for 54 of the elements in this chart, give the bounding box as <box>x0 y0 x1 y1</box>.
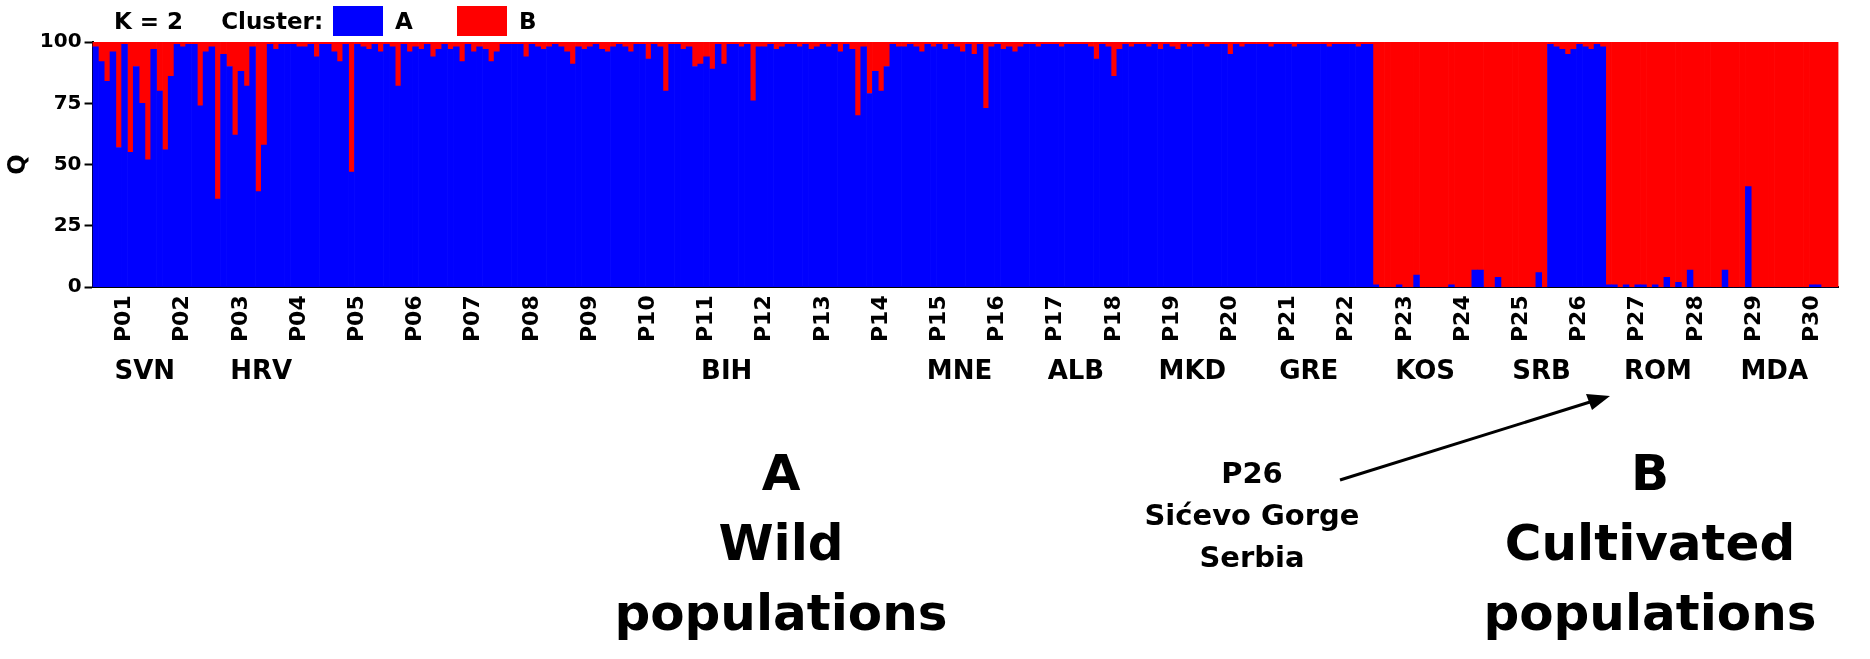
x-tick-label: P19 <box>1157 295 1183 343</box>
x-tick-label: P01 <box>110 295 136 343</box>
x-tick-label: P23 <box>1390 295 1416 343</box>
legend-label: A <box>395 8 413 34</box>
x-tick-label: P26 <box>1565 295 1591 343</box>
y-tick-label: 75 <box>53 89 82 114</box>
x-tick-label: P11 <box>692 295 718 343</box>
text: P26 Sićevo Gorge Serbia <box>1144 455 1360 576</box>
text: SVN <box>114 355 176 385</box>
x-tick-label: P07 <box>459 295 485 343</box>
x-tick-label: P21 <box>1274 295 1300 343</box>
x-tick-label: P29 <box>1739 295 1765 343</box>
text: MKD <box>1158 355 1227 385</box>
y-tick-label: 100 <box>39 28 82 53</box>
x-tick-label: P17 <box>1041 295 1067 343</box>
x-tick-label: P13 <box>808 295 834 343</box>
text: BIH <box>701 355 753 385</box>
x-tick-label: P24 <box>1448 295 1474 343</box>
y-tick-label: 0 <box>67 273 82 298</box>
legend-title: Cluster: <box>221 8 324 34</box>
chart-title: K = 2 <box>114 8 184 34</box>
x-tick-label: P20 <box>1216 295 1242 343</box>
x-tick-label: P12 <box>750 295 776 343</box>
x-tick-label: P05 <box>343 295 369 343</box>
text: GRE <box>1279 355 1339 385</box>
x-tick-label: P30 <box>1798 295 1824 343</box>
text: B Cultivated populations <box>1483 443 1817 644</box>
x-tick-label: P15 <box>925 295 951 343</box>
x-tick-label: P03 <box>226 295 252 343</box>
y-axis-title: Q <box>2 154 31 175</box>
text: KOS <box>1395 355 1455 385</box>
y-tick-label: 50 <box>53 150 82 175</box>
text: A Wild populations <box>614 443 948 644</box>
text: MDA <box>1740 355 1809 385</box>
y-tick-label: 25 <box>53 212 82 237</box>
text: ALB <box>1047 355 1105 385</box>
x-tick-label: P27 <box>1623 295 1649 343</box>
text: ROM <box>1623 355 1692 385</box>
x-tick-label: P28 <box>1681 295 1707 343</box>
x-tick-label: P22 <box>1332 295 1358 343</box>
text: HRV <box>230 355 293 385</box>
x-tick-label: P10 <box>634 295 660 343</box>
x-tick-label: P08 <box>517 295 543 343</box>
x-tick-label: P02 <box>168 295 194 343</box>
x-tick-label: P25 <box>1507 295 1533 343</box>
x-tick-label: P06 <box>401 295 427 343</box>
text: SRB <box>1512 355 1571 385</box>
x-tick-label: P04 <box>284 295 310 343</box>
legend-label: B <box>518 8 537 34</box>
x-tick-label: P14 <box>866 295 892 343</box>
x-tick-label: P18 <box>1099 295 1125 343</box>
x-tick-label: P09 <box>575 295 601 343</box>
x-tick-label: P16 <box>983 295 1009 343</box>
text: MNE <box>926 355 993 385</box>
